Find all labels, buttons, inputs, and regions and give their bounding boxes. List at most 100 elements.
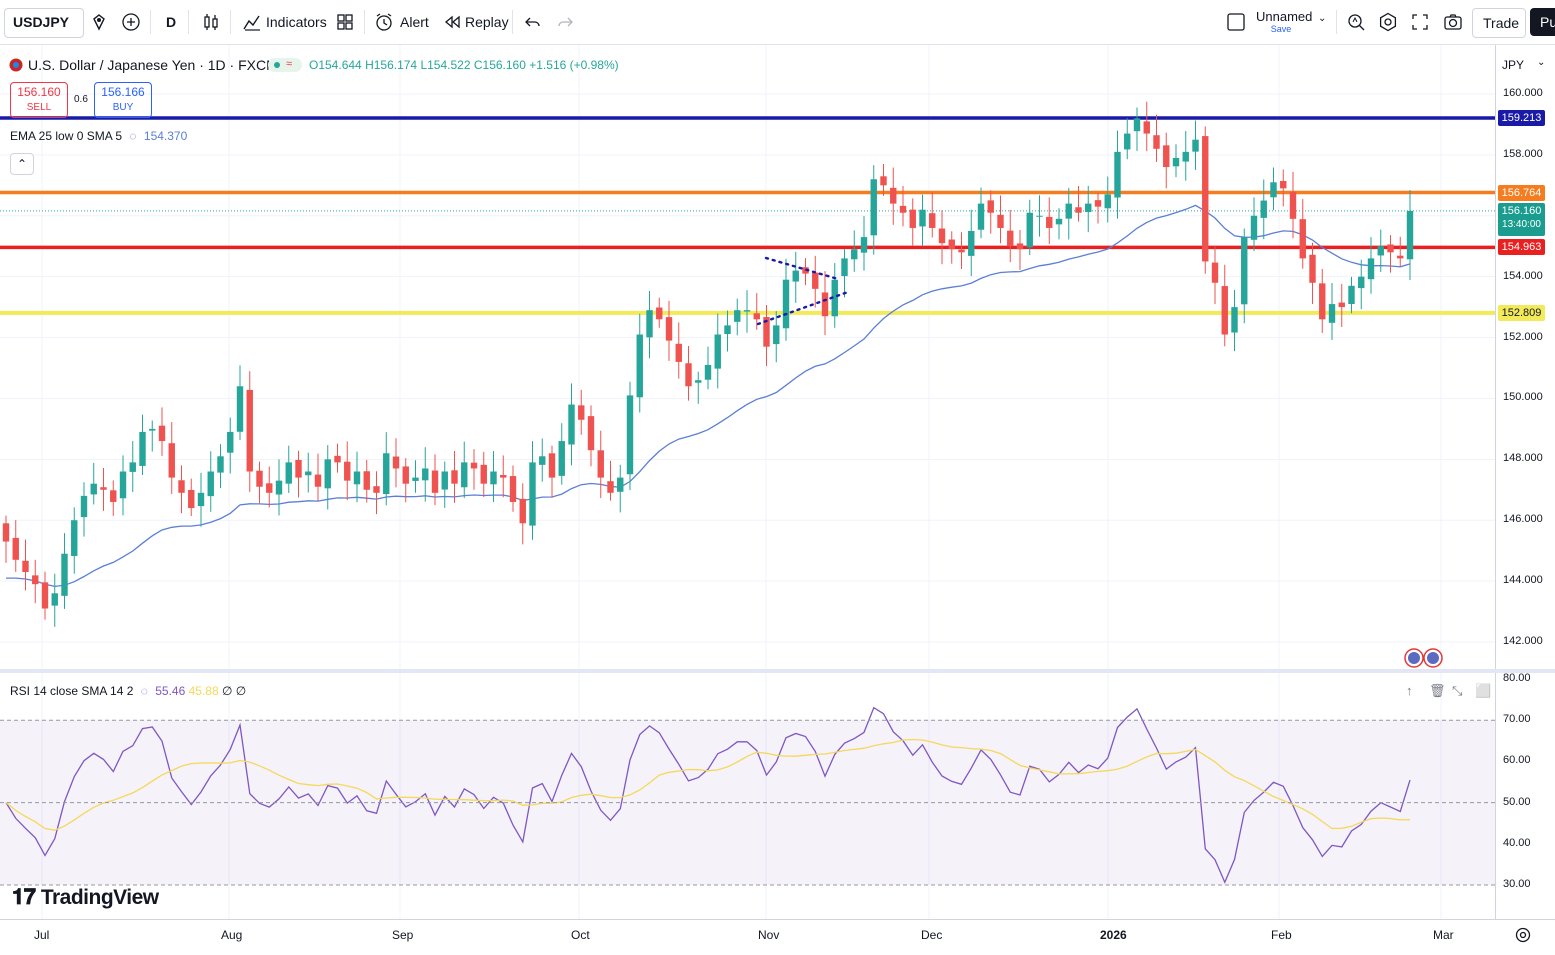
currency-select[interactable]: JPY ⌄ [1497, 54, 1549, 76]
alert-button[interactable]: Alert [374, 0, 429, 44]
rsi-legend: RSI 14 close SMA 14 2 ◌ 55.46 45.88 ∅ ∅ [10, 684, 246, 698]
candle-body [256, 470, 263, 487]
trade-button[interactable]: Trade [1472, 8, 1526, 38]
candle [61, 533, 68, 609]
candle-type-icon[interactable] [202, 0, 220, 44]
candle-body [422, 468, 429, 481]
candle-body [500, 474, 507, 478]
ema-label: EMA 25 low 0 SMA 5 [10, 129, 123, 143]
symbol-title: U.S. Dollar / Japanese Yen · 1D · FXCM [28, 57, 278, 73]
candle-body [1016, 243, 1024, 250]
candle-body [22, 560, 29, 572]
sell-button[interactable]: 156.160 SELL [10, 82, 68, 118]
candle [958, 232, 965, 270]
buy-button[interactable]: 156.166 BUY [94, 82, 152, 118]
candle-body [841, 258, 848, 277]
candle [470, 449, 478, 490]
settings-gear-icon[interactable] [1378, 0, 1398, 44]
replay-button[interactable]: Replay [443, 0, 509, 44]
time-tick-label: Aug [221, 928, 243, 942]
indicators-button[interactable]: Indicators [242, 0, 327, 44]
replay-label: Replay [465, 14, 509, 30]
candle [529, 441, 536, 540]
compare-add-icon[interactable] [121, 0, 141, 44]
economic-event-icons[interactable] [1402, 648, 1446, 673]
candle [353, 451, 361, 503]
time-axis-settings-icon[interactable] [1514, 926, 1532, 949]
price-tick-label: 146.000 [1503, 513, 1543, 526]
candle [558, 423, 565, 485]
candle-body [285, 462, 292, 484]
time-tick-label: 2026 [1100, 928, 1127, 942]
time-axis-border [0, 919, 1555, 920]
low-value: L154.522 [420, 58, 471, 72]
level-label-support-yellow[interactable]: 152.809 [1498, 304, 1545, 321]
pane-separator[interactable] [0, 669, 1555, 673]
camera-snapshot-icon[interactable] [1443, 0, 1463, 44]
candle [71, 507, 78, 574]
candle [41, 571, 49, 620]
candle-body [1280, 181, 1287, 189]
rsi-extra-values: ∅ ∅ [221, 684, 247, 698]
level-label-support-red[interactable]: 154.963 [1498, 239, 1545, 256]
candle-body [100, 487, 107, 490]
candle [324, 445, 331, 510]
collapse-pane-icon[interactable]: ⤡ [1452, 683, 1463, 698]
publish-button[interactable]: Pu [1530, 8, 1555, 36]
candle-body [792, 270, 799, 282]
candle-body [353, 471, 361, 485]
candle [22, 539, 29, 591]
candle-body [71, 520, 78, 556]
candle-body [509, 476, 517, 502]
candle [1338, 283, 1345, 328]
candle [509, 465, 517, 512]
candle-body [1182, 151, 1189, 162]
candle [1289, 171, 1297, 239]
candle-body [1377, 246, 1384, 256]
time-tick-label: Dec [921, 928, 943, 942]
candle [812, 255, 819, 308]
time-tick-label: Jul [34, 928, 50, 942]
candle [188, 478, 195, 517]
undo-icon[interactable] [524, 0, 542, 44]
delete-pane-icon[interactable]: 🗑 [1429, 683, 1446, 698]
candle [1299, 198, 1306, 269]
candle-body [734, 310, 741, 322]
candle [1387, 235, 1394, 273]
candle-body [1211, 262, 1219, 283]
layout-checkbox-icon[interactable] [1226, 0, 1246, 44]
candle [548, 445, 556, 498]
candle [207, 451, 214, 512]
candle-body [1007, 230, 1014, 247]
candle [1163, 132, 1170, 189]
interval-button[interactable]: D [166, 14, 177, 30]
level-label-resistance-orange[interactable]: 156.764 [1498, 184, 1545, 201]
templates-icon[interactable] [336, 0, 354, 44]
rsi-sma-value: 45.88 [188, 684, 219, 698]
candle [1250, 197, 1258, 252]
candle-body [695, 380, 702, 383]
candle-body [149, 428, 156, 431]
candle [110, 480, 117, 516]
candle-body [51, 593, 58, 606]
candle-body [207, 471, 214, 497]
candle-body [480, 464, 487, 484]
candle-body [344, 461, 351, 481]
collapse-legend-button[interactable]: ⌃ [10, 153, 34, 175]
symbol-search-button[interactable]: USDJPY [4, 8, 84, 38]
fullscreen-icon[interactable] [1411, 0, 1429, 44]
level-label-resistance-blue[interactable]: 159.213 [1498, 109, 1545, 126]
candle-body [1231, 307, 1238, 333]
candle-body [743, 310, 751, 312]
quick-search-icon[interactable] [1346, 0, 1366, 44]
candle-body [197, 492, 205, 507]
move-up-icon[interactable]: ↑ [1406, 683, 1413, 698]
redo-icon[interactable] [556, 0, 574, 44]
favorite-icon[interactable] [90, 0, 108, 44]
maximize-pane-icon[interactable]: ⬜ [1475, 683, 1492, 698]
rsi-tick-label: 40.00 [1503, 836, 1531, 849]
layout-name-button[interactable]: Unnamed Save ⌄ [1256, 9, 1326, 37]
candle-body [392, 456, 400, 469]
currency-label: JPY [1502, 58, 1525, 72]
